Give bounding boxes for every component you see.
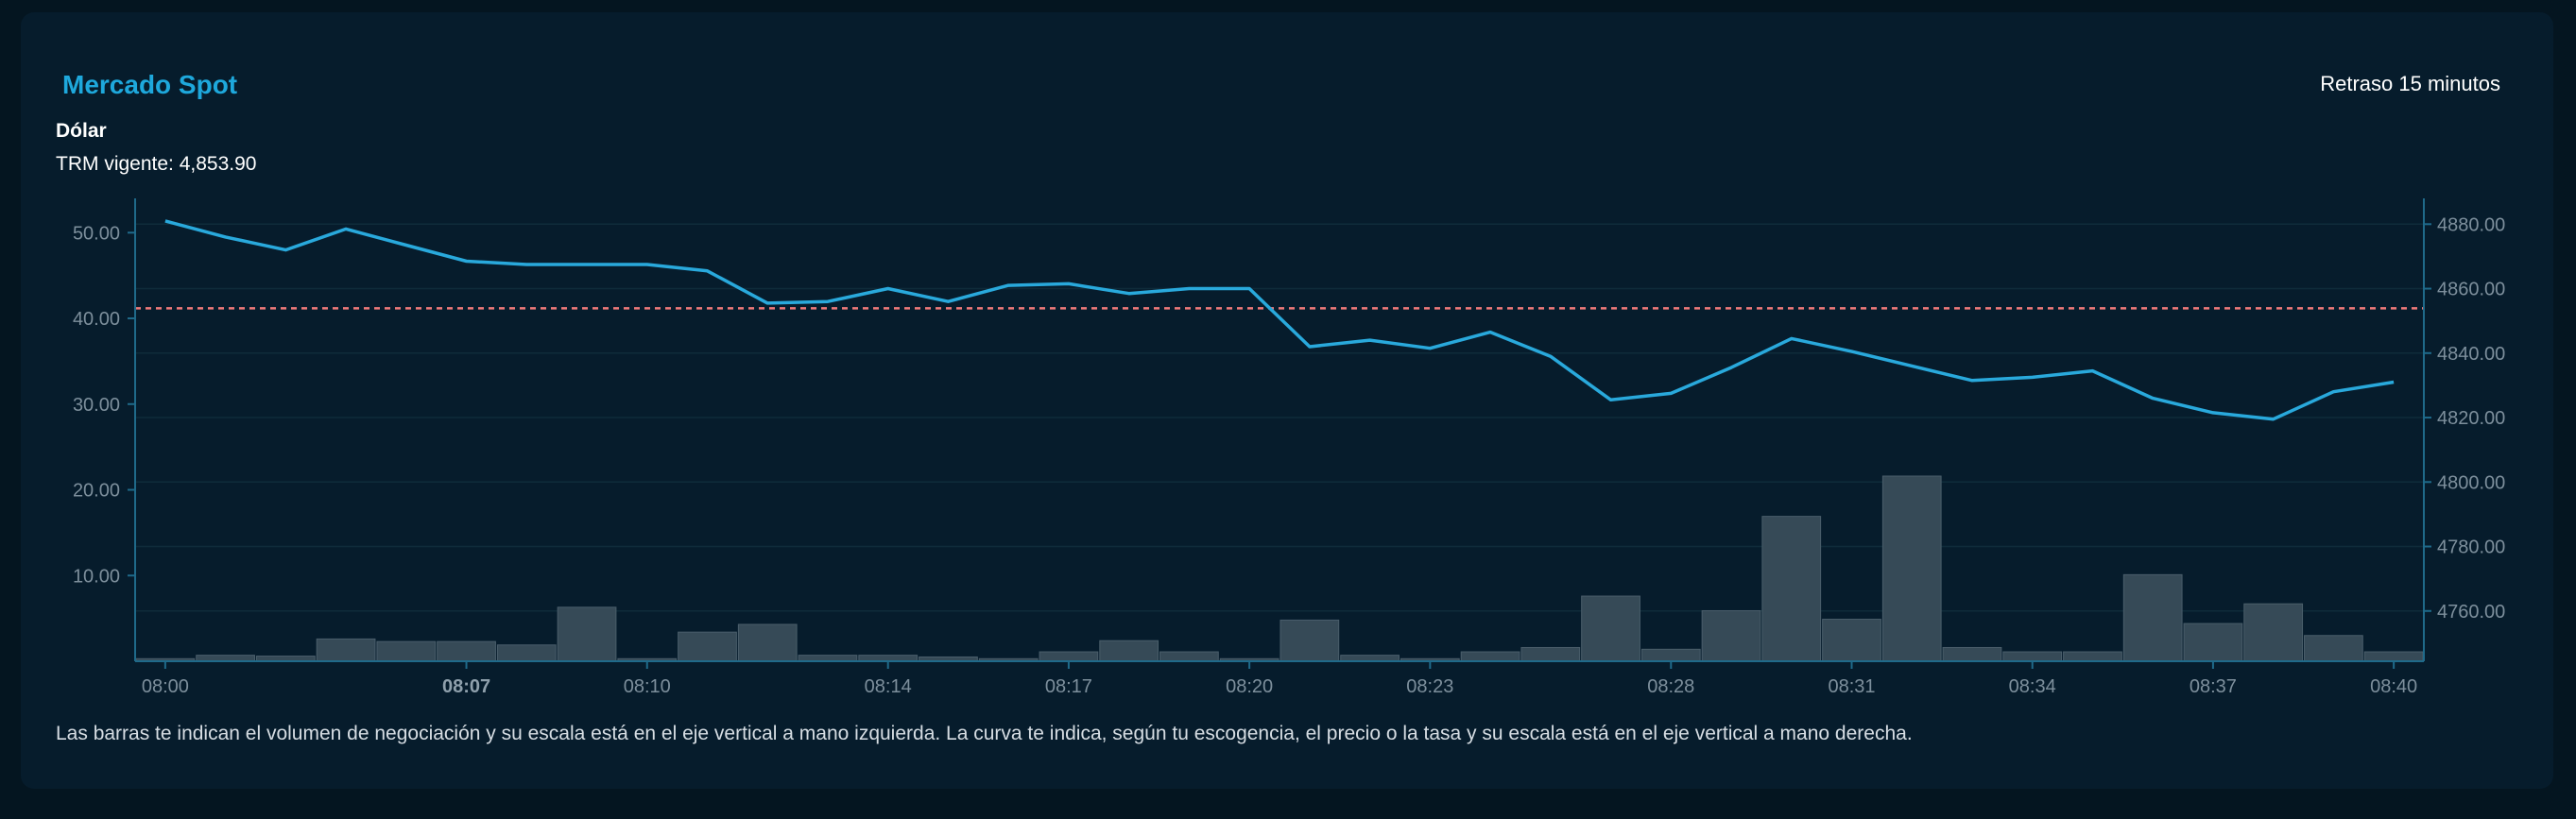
chart-footnote: Las barras te indican el volumen de nego…: [56, 723, 1913, 744]
volume-bar: [2063, 651, 2122, 662]
left-tick-label: 40.00: [73, 309, 120, 330]
volume-bar: [1279, 619, 1340, 662]
trm-value: TRM vigente: 4,853.90: [56, 153, 257, 175]
x-tick-label: 08:14: [865, 676, 912, 697]
x-tick-label: 08:17: [1045, 676, 1092, 697]
volume-bar: [2243, 603, 2304, 662]
price-line: [164, 219, 2395, 421]
right-tick-label: 4880.00: [2437, 214, 2505, 235]
left-tick-label: 10.00: [73, 566, 120, 587]
volume-bar: [1159, 651, 1219, 662]
volume-bar: [1881, 475, 1942, 662]
volume-bar: [1520, 646, 1581, 662]
left-tick-label: 20.00: [73, 481, 120, 502]
volume-bar: [1460, 651, 1520, 662]
volume-bar: [1099, 640, 1159, 662]
volume-bar: [2183, 623, 2243, 662]
tick-labels: 10.00 20.00 30.00 40.00 50.00 4760.00 4780.00 4…: [73, 214, 2505, 697]
volume-bar: [737, 623, 798, 662]
volume-bar: [1039, 651, 1099, 662]
volume-bar: [2122, 573, 2183, 662]
volume-bar: [1822, 619, 1881, 662]
x-tick-label: 08:28: [1647, 676, 1694, 697]
x-tick-label: 08:20: [1226, 676, 1273, 697]
x-tick-label: 08:31: [1828, 676, 1875, 697]
volume-bar: [1761, 516, 1822, 662]
volume-bar: [557, 606, 617, 662]
right-tick-label: 4800.00: [2437, 472, 2505, 493]
volume-bar: [1701, 609, 1761, 662]
volume-bar: [376, 640, 437, 662]
volume-bar: [496, 644, 557, 662]
volume-bars: [135, 475, 2424, 662]
left-tick-label: 30.00: [73, 395, 120, 416]
right-tick-label: 4780.00: [2437, 537, 2505, 558]
x-tick-label: 08:07: [442, 676, 490, 697]
axes: [128, 198, 2431, 669]
volume-bar: [1942, 646, 2002, 662]
volume-bar: [1640, 648, 1701, 662]
volume-bar: [437, 640, 496, 662]
delay-notice: Retraso 15 minutos: [2320, 72, 2500, 95]
x-tick-label: 08:40: [2370, 676, 2417, 697]
right-tick-label: 4840.00: [2437, 344, 2505, 365]
right-tick-label: 4820.00: [2437, 408, 2505, 429]
volume-bar: [316, 638, 376, 662]
x-tick-label: 08:00: [142, 676, 189, 697]
x-tick-label: 08:10: [624, 676, 671, 697]
x-tick-label: 08:23: [1406, 676, 1453, 697]
price-line-layer: [164, 219, 2395, 421]
volume-bar: [1581, 595, 1640, 662]
left-tick-label: 50.00: [73, 223, 120, 244]
page-title: Mercado Spot: [62, 70, 238, 99]
currency-label: Dólar: [56, 120, 107, 142]
x-tick-label: 08:34: [2009, 676, 2056, 697]
volume-bar: [2363, 651, 2424, 662]
right-tick-label: 4860.00: [2437, 280, 2505, 300]
volume-bar: [2304, 635, 2363, 662]
volume-bar: [2002, 651, 2063, 662]
grid-lines: [135, 223, 2424, 612]
volume-bar: [678, 631, 737, 662]
x-tick-label: 08:37: [2190, 676, 2237, 697]
right-tick-label: 4760.00: [2437, 602, 2505, 623]
